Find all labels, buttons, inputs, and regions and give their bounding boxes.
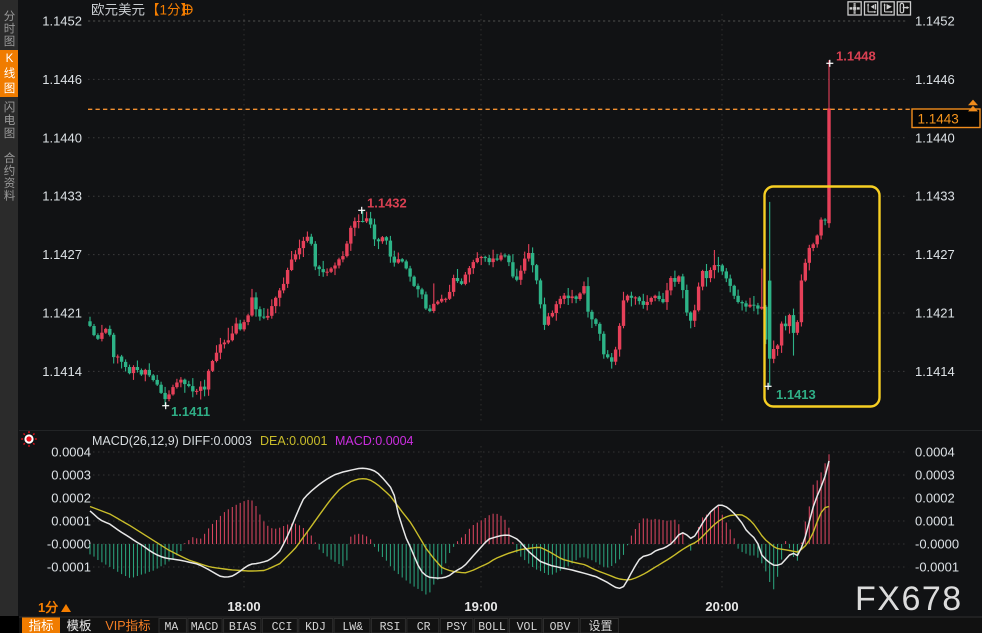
svg-text:指标: 指标 [28,618,53,633]
svg-text:PSY: PSY [446,621,467,633]
svg-text:【1分】: 【1分】 [146,3,194,18]
svg-text:资: 资 [4,177,16,190]
svg-text:0.0004: 0.0004 [51,445,91,460]
svg-text:1.1421: 1.1421 [42,306,82,321]
svg-text:1.1448: 1.1448 [836,49,876,64]
svg-text:-0.0001: -0.0001 [915,560,959,575]
svg-text:MA: MA [164,621,178,633]
svg-text:1.1440: 1.1440 [42,130,82,145]
svg-text:1.1414: 1.1414 [42,364,82,379]
svg-text:-0.0000: -0.0000 [915,537,959,552]
svg-text:0.0004: 0.0004 [915,445,955,460]
svg-text:1.1446: 1.1446 [915,72,955,87]
svg-text:1.1427: 1.1427 [42,247,82,262]
svg-text:1.1432: 1.1432 [367,196,407,211]
svg-text:1.1421: 1.1421 [915,306,955,321]
svg-text:图: 图 [4,127,16,140]
svg-text:VIP指标: VIP指标 [105,618,150,633]
svg-text:1.1446: 1.1446 [42,72,82,87]
svg-text:1.1452: 1.1452 [915,14,955,29]
svg-text:RSI: RSI [380,621,401,633]
svg-text:KDJ: KDJ [305,621,326,633]
svg-text:MACD: MACD [191,621,219,633]
svg-text:-0.0001: -0.0001 [47,560,91,575]
svg-text:MACD(26,12,9) DIFF:0.0003: MACD(26,12,9) DIFF:0.0003 [92,434,252,448]
svg-text:BIAS: BIAS [229,621,257,633]
svg-text:1.1443: 1.1443 [918,112,959,127]
svg-text:19:00: 19:00 [464,599,497,614]
svg-text:MACD:0.0004: MACD:0.0004 [335,434,414,448]
svg-text:分: 分 [4,10,16,23]
svg-text:电: 电 [4,114,16,127]
svg-text:1.1440: 1.1440 [915,130,955,145]
svg-text:设置: 设置 [588,619,612,633]
svg-text:1.1414: 1.1414 [915,364,955,379]
svg-text:20:00: 20:00 [705,599,738,614]
svg-text:LW&: LW& [342,621,363,633]
svg-text:模板: 模板 [66,619,92,633]
svg-text:料: 料 [4,189,16,203]
svg-text:CCI: CCI [272,621,293,633]
svg-text:18:00: 18:00 [227,599,260,614]
svg-text:0.0001: 0.0001 [915,514,955,529]
svg-text:闪: 闪 [4,100,16,114]
svg-text:K: K [6,53,14,65]
svg-text:1.1433: 1.1433 [915,189,955,204]
svg-text:CR: CR [417,621,431,633]
svg-text:0.0001: 0.0001 [51,514,91,529]
svg-text:线: 线 [4,66,16,80]
svg-text:1.1413: 1.1413 [776,387,816,402]
svg-text:合: 合 [4,151,16,165]
svg-text:VOL: VOL [517,621,538,633]
svg-text:0.0003: 0.0003 [915,468,955,483]
svg-text:0.0002: 0.0002 [915,491,955,506]
svg-text:BOLL: BOLL [478,621,506,633]
svg-text:1.1411: 1.1411 [171,404,210,419]
svg-text:图: 图 [4,35,16,48]
svg-text:OBV: OBV [550,621,571,633]
svg-text:FX678: FX678 [855,580,963,618]
svg-text:0.0003: 0.0003 [51,468,91,483]
svg-text:图: 图 [4,82,16,95]
svg-text:1分: 1分 [38,600,58,615]
svg-text:1.1433: 1.1433 [42,189,82,204]
svg-text:-0.0000: -0.0000 [47,537,91,552]
svg-text:1.1427: 1.1427 [915,247,955,262]
svg-text:0.0002: 0.0002 [51,491,91,506]
svg-text:1.1452: 1.1452 [42,14,82,29]
svg-text:时: 时 [4,23,16,36]
svg-text:DEA:0.0001: DEA:0.0001 [260,434,327,448]
svg-text:约: 约 [4,164,16,178]
svg-text:欧元美元: 欧元美元 [91,3,145,18]
